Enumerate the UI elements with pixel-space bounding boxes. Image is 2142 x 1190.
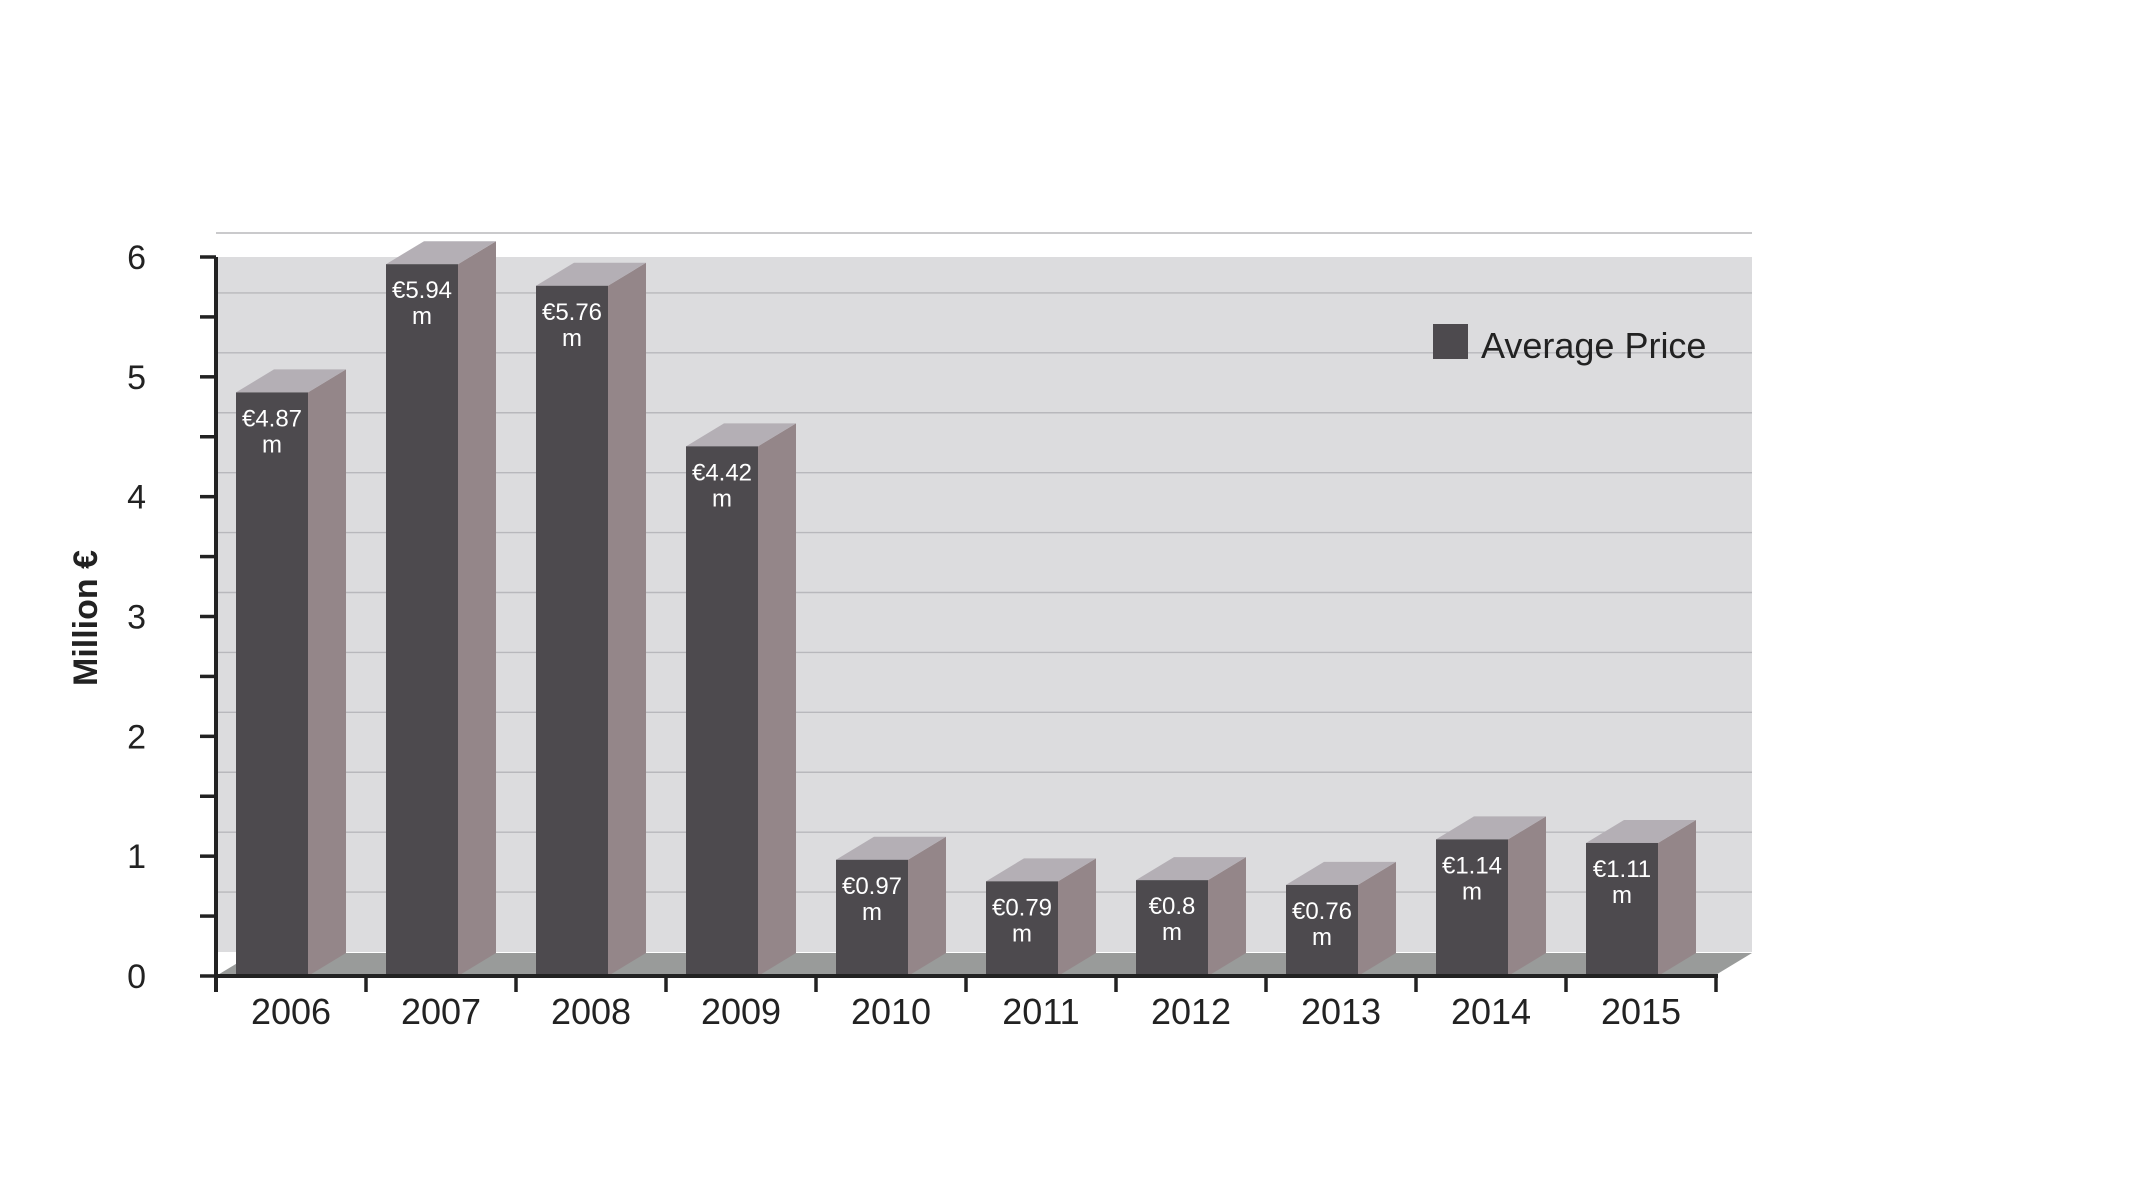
bar-value-label: €5.94: [392, 277, 452, 304]
bar: [1436, 839, 1508, 976]
x-tick-label: 2014: [1451, 991, 1531, 1032]
x-tick-label: 2012: [1151, 991, 1231, 1032]
bar-value-label: €4.87: [242, 405, 302, 432]
legend-label-average-price: Average Price: [1481, 325, 1706, 366]
x-tick-label: 2011: [1002, 991, 1079, 1032]
bar-value-label: €1.14: [1442, 852, 1502, 879]
x-tick-label: 2008: [551, 991, 631, 1032]
bar-group: €4.87m: [236, 369, 346, 977]
y-axis-title: Million €: [67, 550, 105, 686]
bar: [536, 285, 608, 976]
x-tick-label: 2009: [701, 991, 781, 1032]
bar-group: €4.42m: [686, 423, 796, 976]
x-tick-label: 2015: [1601, 991, 1681, 1032]
bar-group: €5.76m: [536, 262, 646, 976]
legend: Average Price: [1433, 324, 1706, 366]
bar-unit-label: m: [262, 431, 282, 458]
x-tick-label: 2007: [401, 991, 481, 1032]
bar: [1286, 884, 1358, 976]
bar: [686, 446, 758, 976]
bar-group: €0.8m: [1136, 857, 1246, 976]
axes: 0 1 2 3 4 5 6 2006 2007 2008 2009 2010 2011 2012 2013 2…: [127, 239, 1718, 1032]
bar-side: [1508, 816, 1546, 976]
y-tick-label: 3: [127, 599, 146, 637]
bar-unit-label: m: [1462, 878, 1482, 905]
bar-value-label: €5.76: [542, 299, 602, 326]
y-tick-label: 6: [127, 239, 146, 277]
bar-group: €5.94m: [386, 241, 496, 976]
bar-top: [686, 423, 796, 447]
bar-side: [1658, 819, 1696, 976]
bar-side: [758, 423, 796, 976]
bar-group: €0.97m: [836, 836, 946, 976]
bar-side: [908, 836, 946, 976]
bar-top: [536, 262, 646, 286]
x-tick-label: 2013: [1301, 991, 1381, 1032]
bar-unit-label: m: [1162, 919, 1182, 946]
bar-top: [236, 369, 346, 393]
bar: [986, 881, 1058, 976]
bar-side: [1358, 861, 1396, 976]
bar: [386, 264, 458, 976]
bar-top: [386, 241, 496, 265]
bar-value-label: €0.76: [1292, 898, 1352, 925]
y-tick-label: 5: [127, 359, 146, 397]
bar-value-label: €0.8: [1149, 893, 1196, 920]
bar-side: [1058, 858, 1096, 976]
bar-group: €1.14m: [1436, 816, 1546, 976]
y-tick-label: 4: [127, 479, 146, 517]
bars: €4.87m€5.94m €5.76m€4.42m€0.97m €0.79m€0.8…: [236, 241, 1696, 977]
bar-unit-label: m: [562, 325, 582, 352]
bar-group: €0.79m: [986, 858, 1096, 976]
bar-group: €0.76m: [1286, 861, 1396, 976]
bar-value-label: €1.11: [1593, 856, 1651, 883]
bar-side: [458, 241, 496, 976]
bar: [836, 859, 908, 976]
x-tick-label: 2010: [851, 991, 931, 1032]
x-tick-label: 2006: [251, 991, 331, 1032]
bar: [1586, 842, 1658, 976]
bar-side: [1208, 857, 1246, 976]
bar: [1136, 880, 1208, 976]
bar-value-label: €0.79: [992, 894, 1052, 921]
bar-top: [1286, 861, 1396, 885]
bar-top: [986, 858, 1096, 882]
bar-top: [1436, 816, 1546, 840]
bar: [236, 392, 308, 977]
bar-top: [1586, 819, 1696, 843]
bar-unit-label: m: [1612, 882, 1632, 909]
y-tick-label: 2: [127, 718, 146, 756]
bar-group: €1.11m: [1586, 819, 1696, 976]
y-tick-label: 0: [127, 958, 146, 996]
y-tick-label: 1: [127, 838, 146, 876]
legend-swatch-average-price: [1433, 324, 1468, 359]
bar-unit-label: m: [862, 899, 882, 926]
bar-value-label: €4.42: [692, 459, 752, 486]
bar-unit-label: m: [1012, 920, 1032, 947]
bar-unit-label: m: [412, 303, 432, 330]
bar-top: [1136, 857, 1246, 881]
bar-side: [608, 262, 646, 976]
bar-top: [836, 836, 946, 860]
bar-value-label: €0.97: [842, 873, 902, 900]
bar-unit-label: m: [712, 485, 732, 512]
bar-side: [308, 369, 346, 977]
bar-unit-label: m: [1312, 924, 1332, 951]
